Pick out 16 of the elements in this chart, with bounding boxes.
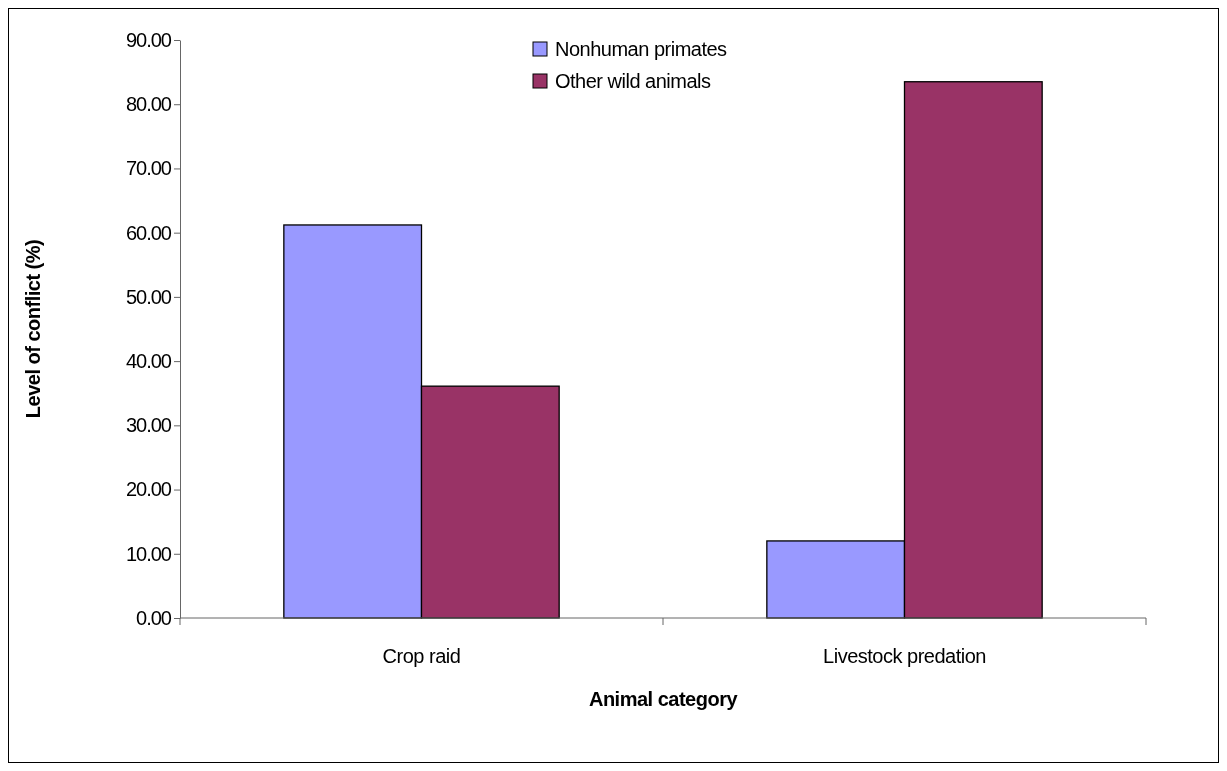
y-tick-label: 20.00 bbox=[125, 478, 172, 501]
y-tick-label: 70.00 bbox=[125, 157, 172, 180]
y-tick-label: 90.00 bbox=[125, 28, 172, 51]
y-axis-title: Level of conflict (%) bbox=[22, 239, 44, 419]
x-tick-label: Livestock predation bbox=[823, 645, 986, 667]
y-tick-label: 50.00 bbox=[125, 285, 172, 308]
x-axis-title: Animal category bbox=[588, 688, 739, 710]
y-tick-label: 30.00 bbox=[125, 414, 172, 437]
x-tick-label: Crop raid bbox=[382, 645, 461, 667]
legend-label: Other wild animals bbox=[555, 70, 711, 92]
legend-label: Nonhuman primates bbox=[555, 38, 728, 60]
y-tick-label: 60.00 bbox=[125, 221, 172, 244]
y-tick-label: 40.00 bbox=[125, 350, 172, 373]
y-tick-label: 10.00 bbox=[125, 542, 172, 565]
y-tick-label: 0.00 bbox=[136, 606, 172, 629]
y-tick-label: 80.00 bbox=[125, 93, 172, 116]
